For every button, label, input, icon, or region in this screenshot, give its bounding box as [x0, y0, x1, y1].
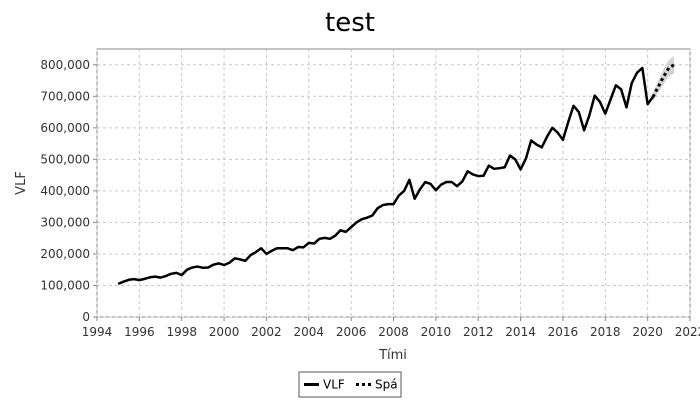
grid-lines: [96, 49, 691, 318]
x-tick-label: 2002: [251, 325, 282, 339]
y-tick-label: 100,000: [40, 278, 90, 292]
x-tick-label: 2008: [378, 325, 409, 339]
x-axis: 1994 1996 1998 2000 2002 2004 2006 2008 2010 2012…: [82, 317, 700, 339]
x-tick-label: 2022: [675, 325, 700, 339]
y-axis: 0 100,000 200,000 300,000 400,000 500,000 600,…: [40, 58, 97, 324]
legend: VLF Spá: [298, 371, 402, 398]
y-tick-label: 600,000: [40, 121, 90, 135]
x-tick-label: 2006: [336, 325, 367, 339]
x-tick-label: 2004: [294, 325, 325, 339]
legend-label: Spá: [375, 378, 398, 392]
series-lines: [117, 63, 675, 286]
y-tick-label: 500,000: [40, 152, 90, 166]
x-tick-label: 2020: [632, 325, 663, 339]
y-tick-label: 300,000: [40, 215, 90, 229]
legend-box: [298, 371, 402, 398]
x-tick-label: 2000: [209, 325, 240, 339]
y-tick-label: 800,000: [40, 58, 90, 72]
x-tick-label: 2012: [463, 325, 494, 339]
x-tick-label: 2014: [505, 325, 536, 339]
x-tick-label: 2018: [590, 325, 621, 339]
legend-label: VLF: [323, 378, 345, 392]
y-tick-label: 700,000: [40, 89, 90, 103]
series-line-actual: [117, 66, 654, 286]
x-axis-label: Tími: [378, 348, 407, 363]
series-line-forecast: [651, 63, 675, 98]
chart-title: test: [325, 8, 375, 38]
y-axis-label: VLF: [14, 171, 29, 195]
y-tick-label: 400,000: [40, 184, 90, 198]
x-tick-label: 2016: [548, 325, 579, 339]
x-tick-label: 1996: [124, 325, 155, 339]
x-tick-label: 1994: [82, 325, 113, 339]
x-tick-label: 1998: [166, 325, 197, 339]
x-tick-label: 2010: [421, 325, 452, 339]
y-tick-label: 0: [82, 310, 90, 324]
y-tick-label: 200,000: [40, 247, 90, 261]
